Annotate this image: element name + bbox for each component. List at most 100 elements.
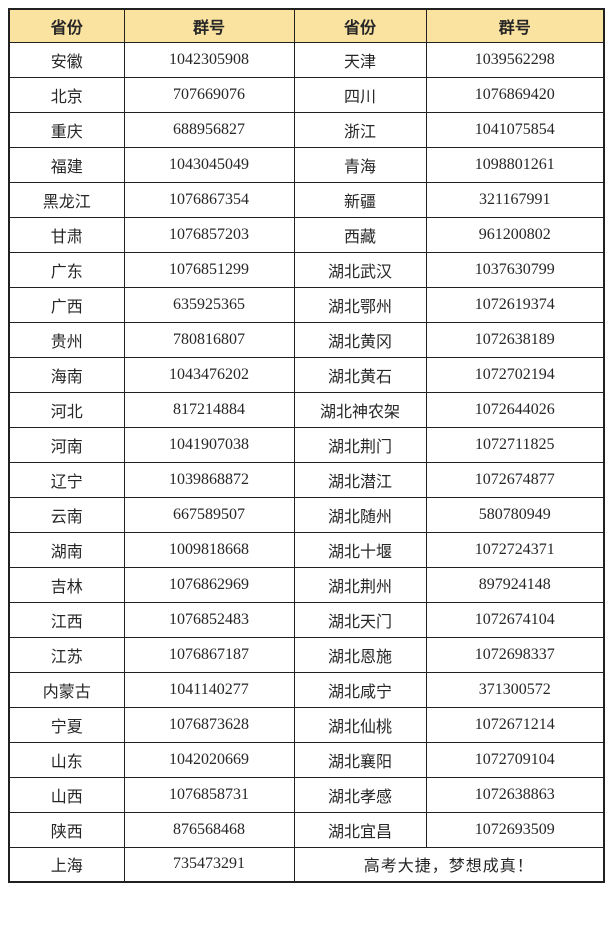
table-row: 北京 707669076 四川 1076869420 (8, 76, 605, 113)
header-province-right: 省份 (293, 8, 427, 43)
province-cell: 浙江 (293, 111, 427, 148)
table-row: 海南 1043476202 湖北黄石 1072702194 (8, 356, 605, 393)
slogan-cell: 高考大捷，梦想成真！ (293, 846, 605, 883)
table-row: 贵州 780816807 湖北黄冈 1072638189 (8, 321, 605, 358)
province-cell: 贵州 (8, 321, 125, 358)
province-cell: 青海 (293, 146, 427, 183)
province-cell: 云南 (8, 496, 125, 533)
group-number-cell: 1072619374 (425, 286, 605, 323)
table-row: 甘肃 1076857203 西藏 961200802 (8, 216, 605, 253)
table-row-final: 上海 735473291 高考大捷，梦想成真！ (8, 846, 605, 883)
province-cell: 北京 (8, 76, 125, 113)
province-cell: 广东 (8, 251, 125, 288)
group-number-cell: 635925365 (123, 286, 295, 323)
group-number-cell: 1041907038 (123, 426, 295, 463)
table-row: 宁夏 1076873628 湖北仙桃 1072671214 (8, 706, 605, 743)
group-number-cell: 1043476202 (123, 356, 295, 393)
table-row: 江苏 1076867187 湖北恩施 1072698337 (8, 636, 605, 673)
table-row: 福建 1043045049 青海 1098801261 (8, 146, 605, 183)
table-row: 吉林 1076862969 湖北荆州 897924148 (8, 566, 605, 603)
group-number-cell: 1072702194 (425, 356, 605, 393)
group-number-cell: 1076852483 (123, 601, 295, 638)
province-cell: 湖北黄石 (293, 356, 427, 393)
group-number-cell: 1072671214 (425, 706, 605, 743)
group-number-cell: 1076867354 (123, 181, 295, 218)
group-number-cell: 1098801261 (425, 146, 605, 183)
province-cell: 湖北十堰 (293, 531, 427, 568)
province-cell: 宁夏 (8, 706, 125, 743)
province-cell: 上海 (8, 846, 125, 883)
group-number-cell: 876568468 (123, 811, 295, 848)
group-number-cell: 321167991 (425, 181, 605, 218)
group-number-cell: 1039868872 (123, 461, 295, 498)
group-number-cell: 1076862969 (123, 566, 295, 603)
province-cell: 湖北随州 (293, 496, 427, 533)
province-cell: 湖北黄冈 (293, 321, 427, 358)
group-number-cell: 1041140277 (123, 671, 295, 708)
group-number-cell: 667589507 (123, 496, 295, 533)
table-row: 河北 817214884 湖北神农架 1072644026 (8, 391, 605, 428)
group-number-cell: 735473291 (123, 846, 295, 883)
group-number-cell: 707669076 (123, 76, 295, 113)
group-number-cell: 1076869420 (425, 76, 605, 113)
table-row: 云南 667589507 湖北随州 580780949 (8, 496, 605, 533)
header-province-left: 省份 (8, 8, 125, 43)
province-cell: 湖北神农架 (293, 391, 427, 428)
group-number-cell: 1072709104 (425, 741, 605, 778)
province-cell: 四川 (293, 76, 427, 113)
group-number-cell: 1072638189 (425, 321, 605, 358)
province-cell: 西藏 (293, 216, 427, 253)
table-row: 内蒙古 1041140277 湖北咸宁 371300572 (8, 671, 605, 708)
province-cell: 湖北鄂州 (293, 286, 427, 323)
group-number-cell: 1076867187 (123, 636, 295, 673)
province-cell: 湖北孝感 (293, 776, 427, 813)
table-header-row: 省份 群号 省份 群号 (8, 8, 605, 43)
group-number-cell: 817214884 (123, 391, 295, 428)
group-number-cell: 1037630799 (425, 251, 605, 288)
province-cell: 山西 (8, 776, 125, 813)
group-number-cell: 961200802 (425, 216, 605, 253)
province-cell: 江苏 (8, 636, 125, 673)
province-cell: 安徽 (8, 41, 125, 78)
table-row: 湖南 1009818668 湖北十堰 1072724371 (8, 531, 605, 568)
province-cell: 湖北潜江 (293, 461, 427, 498)
province-cell: 河北 (8, 391, 125, 428)
province-cell: 福建 (8, 146, 125, 183)
province-cell: 湖北荆州 (293, 566, 427, 603)
province-qq-group-table: 省份 群号 省份 群号 安徽 1042305908 天津 1039562298 北京 70… (8, 8, 605, 883)
province-cell: 新疆 (293, 181, 427, 218)
province-cell: 江西 (8, 601, 125, 638)
group-number-cell: 1043045049 (123, 146, 295, 183)
province-cell: 黑龙江 (8, 181, 125, 218)
group-number-cell: 1072698337 (425, 636, 605, 673)
table-row: 黑龙江 1076867354 新疆 321167991 (8, 181, 605, 218)
table-row: 广西 635925365 湖北鄂州 1072619374 (8, 286, 605, 323)
province-cell: 内蒙古 (8, 671, 125, 708)
province-cell: 山东 (8, 741, 125, 778)
group-number-cell: 1039562298 (425, 41, 605, 78)
group-number-cell: 1072693509 (425, 811, 605, 848)
province-cell: 湖北咸宁 (293, 671, 427, 708)
province-cell: 湖北荆门 (293, 426, 427, 463)
province-cell: 湖北恩施 (293, 636, 427, 673)
group-number-cell: 580780949 (425, 496, 605, 533)
group-number-cell: 780816807 (123, 321, 295, 358)
group-number-cell: 1072638863 (425, 776, 605, 813)
table-row: 河南 1041907038 湖北荆门 1072711825 (8, 426, 605, 463)
group-number-cell: 1072674104 (425, 601, 605, 638)
table-row: 山东 1042020669 湖北襄阳 1072709104 (8, 741, 605, 778)
province-cell: 广西 (8, 286, 125, 323)
table-row: 广东 1076851299 湖北武汉 1037630799 (8, 251, 605, 288)
province-cell: 河南 (8, 426, 125, 463)
group-number-cell: 1076857203 (123, 216, 295, 253)
province-cell: 辽宁 (8, 461, 125, 498)
table-row: 安徽 1042305908 天津 1039562298 (8, 41, 605, 78)
province-cell: 湖北天门 (293, 601, 427, 638)
province-cell: 海南 (8, 356, 125, 393)
group-number-cell: 1072674877 (425, 461, 605, 498)
group-number-cell: 1042305908 (123, 41, 295, 78)
group-number-cell: 1076851299 (123, 251, 295, 288)
group-number-cell: 1072644026 (425, 391, 605, 428)
table-final-body: 上海 735473291 高考大捷，梦想成真！ (8, 846, 605, 883)
